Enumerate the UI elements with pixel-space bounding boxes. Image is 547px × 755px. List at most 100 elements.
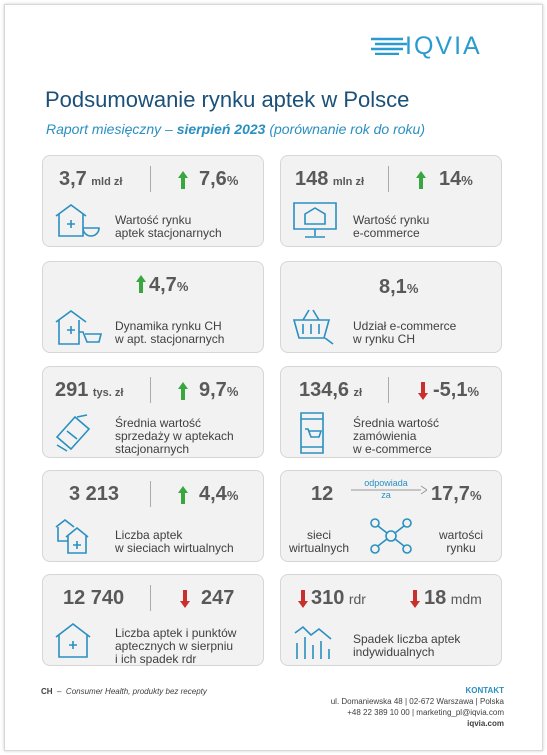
change: 9,7 xyxy=(199,379,227,401)
label: Liczba aptek xyxy=(115,528,183,542)
change: -5,1 xyxy=(433,379,468,401)
card: 3 213 4,4% Liczba aptek w sieciach wirtua… xyxy=(42,470,264,562)
card: 291 tys. zł 9,7% Średnia wartość sprzedaż… xyxy=(42,366,264,458)
subtitle: Raport miesięczny – sierpień 2023 (porów… xyxy=(46,121,425,137)
unit: mln zł xyxy=(332,176,364,188)
network-icon xyxy=(370,518,412,554)
label: w e-commerce xyxy=(353,442,432,456)
card: 134,6 zł -5,1% Średnia wartość zamówienia… xyxy=(280,366,502,458)
connector: odpowiada xyxy=(364,478,408,488)
value: 12 xyxy=(311,483,334,505)
arrow-up xyxy=(178,171,188,189)
label: zamówienia xyxy=(353,429,417,443)
change: 247 xyxy=(201,587,235,609)
change-unit: % xyxy=(226,384,239,399)
divider xyxy=(388,377,389,403)
label: Wartość rynku xyxy=(115,213,192,227)
card: 8,1% Udział e-commerce w rynku CH xyxy=(280,261,502,353)
logo-mark xyxy=(371,37,407,55)
card: 3,7 mld zł 7,6% Wartość rynku aptek stacj… xyxy=(42,155,264,247)
label: w sieciach wirtualnych xyxy=(115,541,234,555)
change: 4,7 xyxy=(149,274,177,296)
website[interactable]: iqvia.com xyxy=(467,719,504,728)
arrow-down xyxy=(180,590,190,608)
label: Średnia wartość xyxy=(115,416,202,430)
divider xyxy=(388,166,389,192)
label: Dynamika rynku CH xyxy=(115,319,222,333)
icon xyxy=(294,625,332,659)
unit: tys. zł xyxy=(92,387,124,399)
arrow-up xyxy=(136,275,146,293)
icon xyxy=(293,202,337,238)
label: Liczba aptek i punktów xyxy=(115,626,237,640)
unit: mld zł xyxy=(91,176,123,188)
divider xyxy=(150,377,151,403)
change-unit: % xyxy=(176,279,189,294)
divider xyxy=(150,481,151,507)
value: 3 213 xyxy=(69,483,120,505)
change: 17,7 xyxy=(431,483,470,505)
divider xyxy=(150,585,151,611)
abbr-text: Consumer Health, produkty bez recepty xyxy=(65,687,207,696)
value: 291 xyxy=(55,379,89,401)
change-unit: % xyxy=(461,173,473,188)
icon xyxy=(55,518,89,554)
label: aptecznych w sierpniu xyxy=(115,639,234,653)
value: 134,6 xyxy=(299,379,350,401)
change-unit: % xyxy=(226,173,239,188)
unit: % xyxy=(406,281,419,296)
card: 148 mln zł 14% Wartość rynku e-commerce xyxy=(280,155,502,247)
label: Udział e-commerce xyxy=(353,319,457,333)
change: 7,6 xyxy=(199,168,227,190)
address: ul. Domaniewska 48 | 02-672 Warszawa | P… xyxy=(330,697,504,706)
label: sieci xyxy=(306,528,331,542)
label: Średnia wartość xyxy=(353,416,440,430)
label: indywidualnych xyxy=(353,645,435,659)
card: 310 rdr 18 mdm Spadek liczba aptek indywi… xyxy=(280,574,502,666)
label: w rynku CH xyxy=(353,332,416,346)
change: 14 xyxy=(439,168,462,190)
label: rynku xyxy=(446,541,476,555)
logo: IQVIA xyxy=(405,32,482,60)
subtitle-text: Raport miesięczny – xyxy=(46,121,177,137)
value: 148 xyxy=(295,168,329,190)
label: Spadek liczba aptek xyxy=(353,632,461,646)
arrow-up xyxy=(178,486,188,504)
label: stacjonarnych xyxy=(115,442,190,456)
unit: zł xyxy=(353,387,363,399)
contact: KONTAKT ul. Domaniewska 48 | 02-672 Wars… xyxy=(331,685,504,729)
footnote: CH – Consumer Health, produkty bez recep… xyxy=(41,687,207,696)
label: sprzedaży w aptekach xyxy=(115,429,234,443)
subtitle-text: (porównanie rok do roku) xyxy=(265,121,425,137)
label: aptek stacjonarnych xyxy=(115,226,222,240)
arrow-down xyxy=(418,382,428,400)
arrow-down xyxy=(410,590,420,608)
value: 12 740 xyxy=(63,587,125,609)
change-unit: % xyxy=(226,488,239,503)
label: wartości xyxy=(438,528,483,542)
contact-title: KONTAKT xyxy=(465,686,504,695)
arrow-up xyxy=(178,382,188,400)
icon xyxy=(55,204,100,237)
label: w apt. stacjonarnych xyxy=(115,332,225,346)
change: 4,4 xyxy=(199,483,227,505)
subtitle-period: sierpień 2023 xyxy=(176,121,266,137)
change-unit: mdm xyxy=(450,591,482,607)
unit: rdr xyxy=(348,591,366,607)
label: Wartość rynku xyxy=(353,213,430,227)
label: e-commerce xyxy=(353,226,420,240)
card: 12 odpowiada za 17,7% sieci wirtualnych wa… xyxy=(280,470,502,562)
connector: za xyxy=(381,490,391,500)
connector-arrow xyxy=(351,485,427,495)
value: 3,7 xyxy=(59,168,87,190)
change-unit: % xyxy=(467,384,480,399)
divider xyxy=(150,166,151,192)
change: 18 xyxy=(424,587,447,609)
dash: – xyxy=(57,687,62,696)
card: 12 740 247 Liczba aptek i punktów apteczn… xyxy=(42,574,264,666)
label: wirtualnych xyxy=(289,541,350,555)
icon xyxy=(292,309,334,345)
icon xyxy=(55,310,103,345)
icon xyxy=(55,414,91,452)
